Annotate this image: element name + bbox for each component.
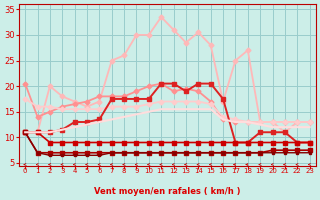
X-axis label: Vent moyen/en rafales ( km/h ): Vent moyen/en rafales ( km/h ) (94, 187, 241, 196)
